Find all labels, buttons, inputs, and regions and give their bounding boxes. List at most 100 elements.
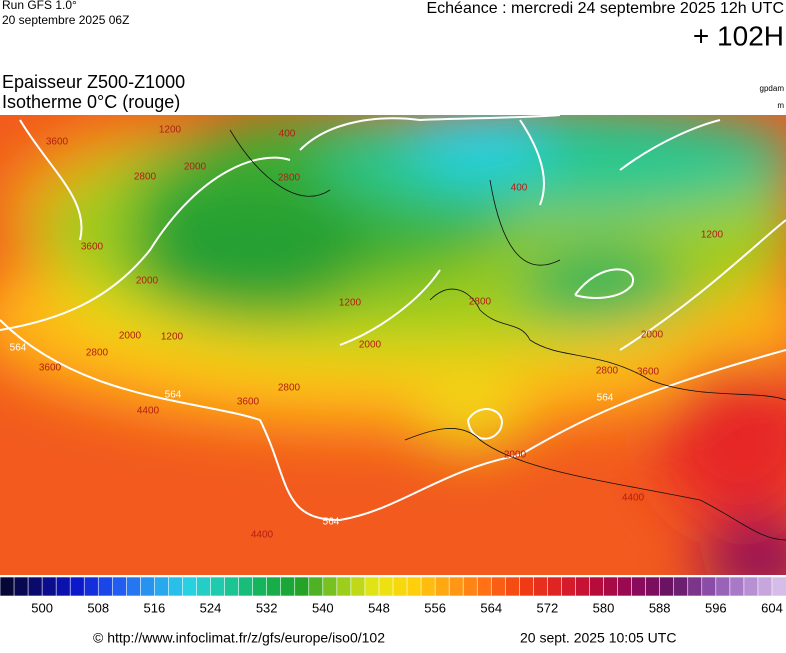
colorbar-tick-label: 516 [144, 600, 166, 615]
contour-label: 2000 [184, 162, 207, 173]
color-swatch [41, 576, 57, 597]
color-swatch [224, 576, 240, 597]
color-swatch [154, 576, 170, 597]
colorbar-tick-label: 596 [705, 600, 727, 615]
contour-label: 4400 [251, 530, 274, 541]
contour-label: 564 [165, 390, 182, 401]
contour-label: 2800 [134, 172, 157, 183]
contour-label: 2000 [504, 450, 527, 461]
color-swatch [378, 576, 394, 597]
contour-label: 2800 [86, 348, 109, 359]
color-swatch [547, 576, 563, 597]
contour-label: 2800 [596, 366, 619, 377]
contour-label: 1200 [161, 332, 184, 343]
footer-url: © http://www.infoclimat.fr/z/gfs/europe/… [93, 630, 385, 646]
contour-label: 2000 [119, 331, 142, 342]
color-swatch [673, 576, 689, 597]
color-swatch [561, 576, 577, 597]
color-swatch [757, 576, 773, 597]
color-swatch [771, 576, 786, 597]
contour-label: 564 [597, 393, 614, 404]
color-swatch [715, 576, 731, 597]
colorbar-tick-label: 572 [537, 600, 559, 615]
colorbar-tick-label: 580 [593, 600, 615, 615]
color-swatch [462, 576, 478, 597]
color-swatch [69, 576, 85, 597]
contour-label: 2000 [359, 340, 382, 351]
contour-label: 400 [279, 129, 296, 140]
color-swatch [448, 576, 464, 597]
run-date: 20 septembre 2025 06Z [2, 13, 129, 27]
colorbar-tick-label: 564 [480, 600, 502, 615]
color-swatch [111, 576, 127, 597]
colorbar-tick-label: 556 [424, 600, 446, 615]
colorbar-tick-label: 548 [368, 600, 390, 615]
colorbar-tick-label: 508 [87, 600, 109, 615]
contour-label: 3600 [237, 397, 260, 408]
color-swatch [490, 576, 506, 597]
color-swatch [210, 576, 226, 597]
lead-time: + 102H [693, 20, 784, 51]
contour-label: 1200 [339, 298, 362, 309]
color-swatch [589, 576, 605, 597]
color-swatch [392, 576, 408, 597]
color-swatch [406, 576, 422, 597]
contour-label: 564 [323, 517, 340, 528]
contour-label: 4400 [622, 493, 645, 504]
color-swatch [617, 576, 633, 597]
color-swatch [27, 576, 43, 597]
contour-label: 2000 [641, 330, 664, 341]
color-swatch [533, 576, 548, 597]
color-swatch [519, 576, 534, 597]
contour-label: 564 [10, 343, 27, 354]
contour-label: 3600 [46, 137, 69, 148]
colorbar-tick-label: 588 [649, 600, 671, 615]
color-swatch [476, 576, 492, 597]
contour-label: 2800 [278, 173, 301, 184]
color-swatch [350, 576, 366, 597]
contour-label: 1200 [701, 230, 724, 241]
color-swatch [631, 576, 647, 597]
color-swatch [364, 576, 380, 597]
map [0, 115, 786, 575]
color-swatch [294, 576, 310, 597]
contour-label: 2000 [136, 276, 159, 287]
contour-label: 2800 [278, 383, 301, 394]
title: Epaisseur Z500-Z1000 [2, 72, 185, 92]
color-swatch [83, 576, 99, 597]
colorbar-tick-label: 540 [312, 600, 334, 615]
color-swatch [504, 576, 520, 597]
color-swatch [140, 576, 155, 597]
unit: m [777, 101, 784, 110]
color-swatch [420, 576, 436, 597]
color-swatch [743, 576, 759, 597]
valid-time: Echéance : mercredi 24 septembre 2025 12… [426, 0, 784, 17]
color-swatch [603, 576, 619, 597]
contour-label: 2800 [469, 297, 492, 308]
color-swatch [97, 576, 113, 597]
color-swatch [308, 576, 324, 597]
color-swatch [729, 576, 745, 597]
color-swatch [645, 576, 661, 597]
footer-date: 20 sept. 2025 10:05 UTC [520, 630, 676, 646]
color-swatch [0, 576, 15, 597]
color-swatch [659, 576, 675, 597]
colorbar-tick-label: 532 [256, 600, 278, 615]
colorbar-tick-label: 500 [31, 600, 53, 615]
color-swatch [196, 576, 212, 597]
color-swatch [13, 576, 29, 597]
contour-label: 3600 [39, 363, 62, 374]
color-swatch [266, 576, 282, 597]
colorbar-tick-label: 524 [200, 600, 222, 615]
color-swatch [336, 576, 352, 597]
color-swatch [252, 576, 268, 597]
color-swatch [322, 576, 338, 597]
color-swatch [280, 576, 296, 597]
run: Run GFS 1.0° [2, 0, 77, 12]
color-swatch [701, 576, 717, 597]
unit: gpdam [760, 84, 785, 93]
contour-label: 400 [511, 183, 528, 194]
color-swatch [575, 576, 591, 597]
color-swatch [238, 576, 254, 597]
